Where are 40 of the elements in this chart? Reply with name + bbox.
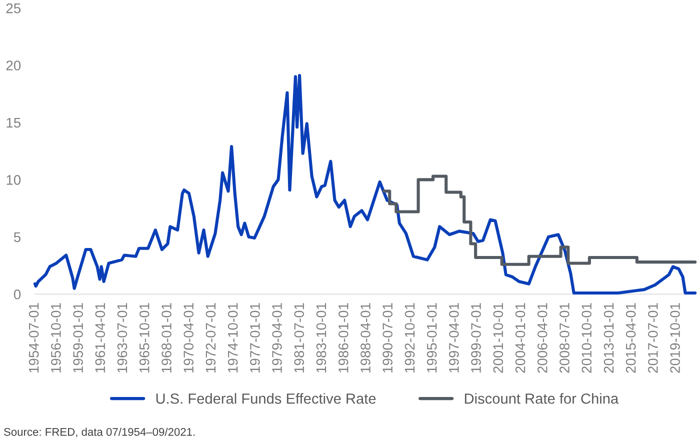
x-tick-label: 2010-10-01 xyxy=(582,303,592,373)
x-tick-label: 1977-01-01 xyxy=(250,303,260,372)
x-tick-label: 2001-10-01 xyxy=(493,303,504,373)
x-tick-label: 2008-07-01 xyxy=(560,303,570,373)
source-note: Source: FRED, data 07/1954–09/2021. xyxy=(4,428,195,438)
x-tick-label: 2019-10-01 xyxy=(670,303,680,373)
x-tick-label: 1959-01-01 xyxy=(73,303,83,372)
x-tick-label: 1990-07-01 xyxy=(382,303,393,372)
x-tick-label: 1961-04-01 xyxy=(95,303,106,372)
x-tick-label: 1999-07-01 xyxy=(471,303,481,372)
x-tick-label: 1986-01-01 xyxy=(338,303,348,372)
x-tick-label: 2015-04-01 xyxy=(626,303,636,373)
x-tick-label: 1974-10-01 xyxy=(228,303,238,372)
x-tick-label: 2004-01-01 xyxy=(515,303,526,373)
x-tick-label: 1965-10-01 xyxy=(139,303,150,372)
y-tick-label: 20 xyxy=(6,60,21,70)
y-tick-label: 5 xyxy=(14,232,21,242)
x-tick-label: 2006-04-01 xyxy=(537,303,548,373)
y-tick-label: 10 xyxy=(6,175,21,185)
x-tick-label: 1968-01-01 xyxy=(162,303,172,372)
x-tick-label: 2013-01-01 xyxy=(604,303,614,373)
x-tick-label: 1983-10-01 xyxy=(316,303,326,372)
x-tick-label: 1979-04-01 xyxy=(272,303,282,372)
legend-label: Discount Rate for China xyxy=(464,393,619,404)
legend-label: U.S. Federal Funds Effective Rate xyxy=(156,393,376,404)
y-tick-label: 25 xyxy=(6,3,21,14)
x-tick-label: 1988-04-01 xyxy=(360,303,370,372)
x-tick-label: 2017-07-01 xyxy=(648,303,658,373)
line-series xyxy=(33,74,697,295)
y-tick-label: 0 xyxy=(14,289,21,300)
x-tick-label: 1972-07-01 xyxy=(206,303,216,372)
x-tick-label: 1954-07-01 xyxy=(28,303,39,372)
x-tick-label: 1956-10-01 xyxy=(51,303,61,372)
x-tick-label: 1992-10-01 xyxy=(404,303,415,372)
x-tick-label: 1970-04-01 xyxy=(184,303,194,372)
x-tick-label: 1963-07-01 xyxy=(117,303,128,372)
y-tick-label: 15 xyxy=(6,118,21,128)
x-tick-label: 1995-01-01 xyxy=(426,303,437,372)
x-tick-label: 1981-07-01 xyxy=(294,303,304,372)
x-tick-label: 1997-04-01 xyxy=(449,303,459,372)
